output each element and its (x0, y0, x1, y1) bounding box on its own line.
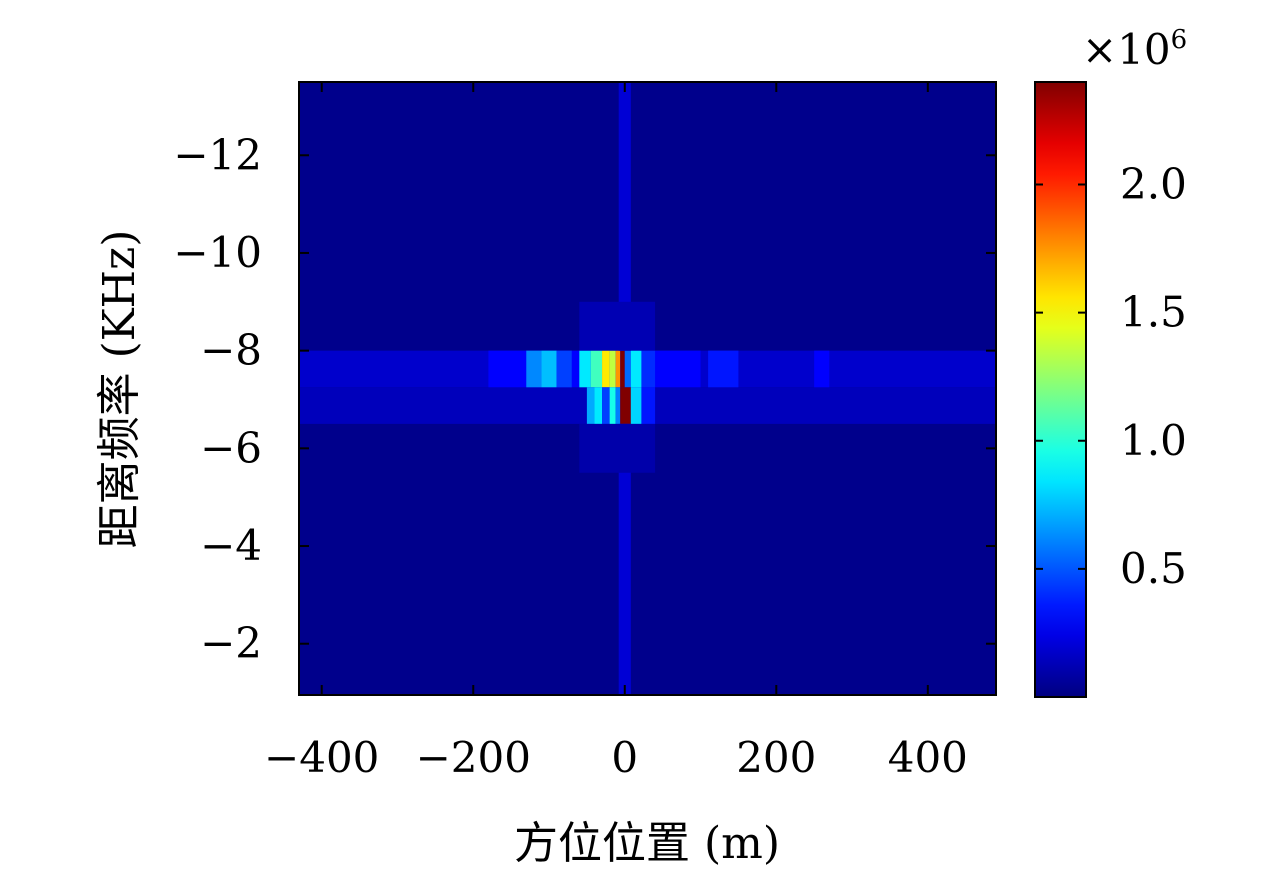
colorbar-tick-label: 2.0 (1120, 160, 1187, 209)
heatmap-cell (630, 387, 642, 424)
y-tick-label: −6 (200, 423, 262, 472)
x-tick-label: 400 (888, 733, 968, 782)
heatmap-cell (615, 350, 621, 388)
y-tick-label: −10 (173, 228, 262, 277)
heatmap-cell (579, 301, 656, 351)
heatmap-cell (618, 82, 631, 351)
colorbar-tick-label: 1.0 (1120, 416, 1187, 465)
heatmap-cell (579, 423, 656, 473)
colorbar-ticks: 0.5 1.0 1.5 2.0 (1035, 160, 1187, 593)
heatmap-cell (620, 350, 625, 388)
y-tick-label: −2 (200, 619, 262, 668)
heatmap-cells (299, 82, 996, 695)
x-tick-label: 200 (736, 733, 816, 782)
y-tick-label: −8 (200, 326, 262, 375)
plot-frame (298, 81, 997, 696)
colorbar (1034, 81, 1087, 698)
x-tick-label: −400 (264, 733, 379, 782)
heatmap-cell (615, 387, 621, 424)
colorbar-multiplier: ×106 (1082, 25, 1187, 74)
colorbar-tick-label: 1.5 (1120, 288, 1187, 337)
heatmap-cell (602, 350, 610, 388)
heatmap-cell (586, 387, 595, 424)
y-axis-ticks: −12 −10 −8 −6 −4 −2 (173, 130, 996, 668)
y-tick-label: −12 (173, 130, 262, 179)
heatmap-cell (708, 350, 739, 388)
y-tick-label: −4 (200, 521, 262, 570)
x-axis-label: 方位位置 (m) (514, 818, 780, 869)
colorbar-tick-label: 0.5 (1120, 544, 1187, 593)
heatmap-cell (594, 387, 603, 424)
heatmap-cell (556, 350, 572, 388)
heatmap-cell (624, 350, 631, 388)
x-tick-label: −200 (416, 733, 531, 782)
heatmap-cell (620, 387, 631, 424)
heatmap-cell (579, 350, 591, 388)
heatmap-cell (641, 350, 656, 388)
heatmap-cell (641, 387, 656, 424)
heatmap-cell (814, 350, 830, 388)
heatmap-cell (630, 350, 642, 388)
heatmap-cell (618, 423, 631, 695)
heatmap-cell (609, 350, 616, 388)
heatmap-cell (609, 387, 616, 424)
x-tick-label: 0 (611, 733, 638, 782)
y-axis-label: 距离频率 (KHz) (94, 230, 145, 549)
heatmap-cell (526, 350, 542, 388)
heatmap-cell (590, 350, 603, 388)
x-axis-ticks: −400 −200 0 200 400 (264, 82, 968, 782)
heatmap-cell (541, 350, 557, 388)
heatmap-cell (602, 387, 610, 424)
